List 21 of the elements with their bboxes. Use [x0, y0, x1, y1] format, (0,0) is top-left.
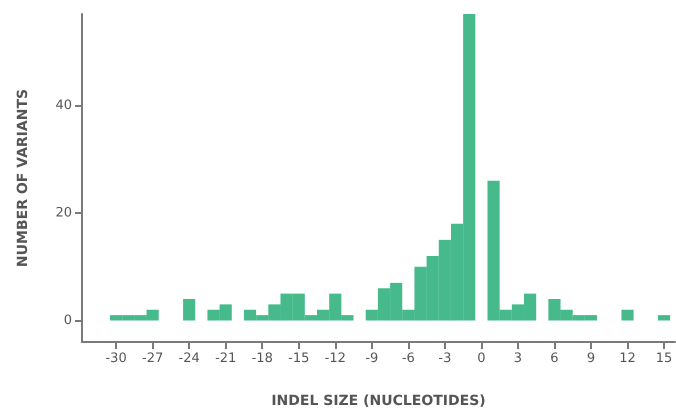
- x-tick-label: -12: [324, 351, 346, 366]
- x-tick-label: 9: [586, 351, 596, 366]
- y-tick-label: 0: [64, 312, 72, 328]
- x-tick-label: 3: [514, 351, 522, 366]
- y-tick-label: 20: [55, 205, 72, 220]
- x-tick-label: 12: [619, 351, 636, 366]
- y-tick-label: 40: [55, 98, 72, 113]
- x-tick-label: -27: [142, 351, 164, 366]
- x-tick-label: -9: [365, 351, 378, 366]
- x-tick-label: 15: [656, 351, 672, 366]
- x-tick-label: 0: [477, 351, 486, 366]
- x-tick-label: -18: [252, 351, 273, 366]
- x-tick-label: -6: [402, 351, 415, 366]
- x-tick-label: -3: [438, 351, 452, 366]
- x-tick-label: -30: [105, 351, 127, 366]
- x-tick-label: 6: [550, 351, 559, 366]
- y-axis-title: NUMBER OF VARIANTS: [15, 88, 31, 268]
- x-tick-label: -24: [178, 351, 200, 366]
- x-tick-label: -21: [215, 351, 236, 366]
- x-axis-title: INDEL SIZE (NUCLEOTIDES): [271, 393, 486, 409]
- x-tick-label: -15: [288, 351, 310, 366]
